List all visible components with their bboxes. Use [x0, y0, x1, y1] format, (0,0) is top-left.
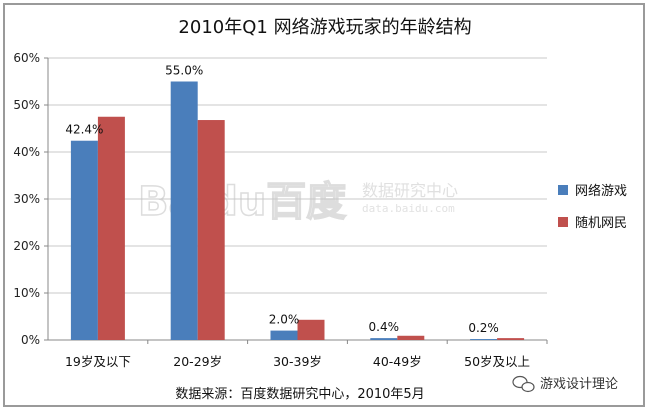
bar-random-netizens — [97, 116, 125, 340]
chart-title: 2010年Q1 网络游戏玩家的年龄结构 — [178, 17, 471, 38]
y-tick-label: 10% — [13, 286, 40, 300]
chat-bubble-icon — [512, 375, 535, 393]
bar-random-netizens — [197, 120, 225, 340]
bar-online-games — [470, 339, 498, 340]
data-label: 42.4% — [65, 123, 103, 137]
data-label: 2.0% — [269, 313, 300, 327]
bar-random-netizens — [397, 335, 425, 340]
watermark-subtitle: 数据研究中心 — [362, 181, 458, 200]
data-label: 0.2% — [468, 321, 499, 335]
account-name: 游戏设计理论 — [540, 377, 618, 392]
bar-online-games — [370, 338, 398, 340]
account-badge: 游戏设计理论 — [512, 375, 618, 393]
source-note: 数据来源：百度数据研究中心，2010年5月 — [175, 386, 424, 402]
y-tick-label: 50% — [13, 98, 40, 112]
y-tick-label: 60% — [13, 51, 40, 65]
data-labels: 42.4% 55.0% 2.0% 0.4% 0.2% — [65, 64, 499, 336]
x-category-label: 30-39岁 — [273, 354, 322, 369]
y-tick-label: 20% — [13, 239, 40, 253]
legend-label: 网络游戏 — [575, 183, 627, 199]
watermark-url: data.baidu.com — [362, 202, 455, 215]
bars — [70, 81, 525, 340]
y-tick-label: 0% — [21, 333, 40, 347]
data-label: 55.0% — [165, 64, 203, 78]
watermark-brand: Baidu百度 — [138, 179, 346, 225]
bar-random-netizens — [297, 319, 325, 340]
bar-online-games — [270, 330, 298, 340]
x-category-label: 50岁及以上 — [464, 354, 530, 369]
data-label: 0.4% — [369, 320, 400, 334]
legend-label: 随机网民 — [575, 216, 627, 231]
x-axis-categories: 19岁及以下 20-29岁 30-39岁 40-49岁 50岁及以上 — [65, 340, 548, 369]
bar-online-games — [70, 140, 98, 340]
legend-swatch — [558, 217, 568, 227]
x-category-label: 19岁及以下 — [65, 354, 131, 369]
legend-swatch — [558, 185, 568, 195]
x-category-label: 40-49岁 — [373, 354, 422, 369]
bar-random-netizens — [497, 338, 525, 340]
x-category-label: 20-29岁 — [173, 354, 222, 369]
bar-online-games — [170, 81, 198, 340]
y-tick-label: 40% — [13, 145, 40, 159]
y-tick-label: 30% — [13, 192, 40, 206]
